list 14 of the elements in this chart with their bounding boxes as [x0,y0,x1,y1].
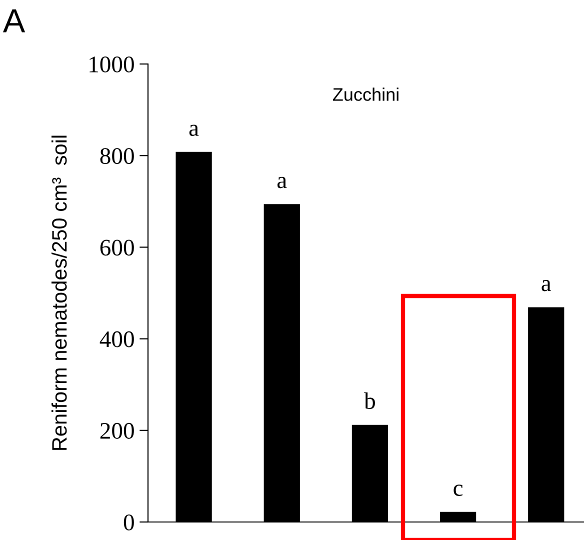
data-label: a [189,124,199,136]
y-tick-label: 200 [100,422,134,439]
data-label: b [364,392,375,409]
annotation: Zucchini [332,88,398,101]
y-tick-label: 600 [100,240,134,256]
y-tick-label: 0 [124,514,134,530]
y-axis-title: Reniform nematodes/250 cm³ soil [51,136,67,450]
y-tick-label: 800 [100,148,134,164]
y-tick-label: 1000 [90,56,134,72]
y-tick-label: 400 [100,331,134,348]
chart-title: A [2,9,26,32]
data-label: a [542,280,552,292]
data-label: a [277,176,287,188]
data-label: c [454,484,463,496]
